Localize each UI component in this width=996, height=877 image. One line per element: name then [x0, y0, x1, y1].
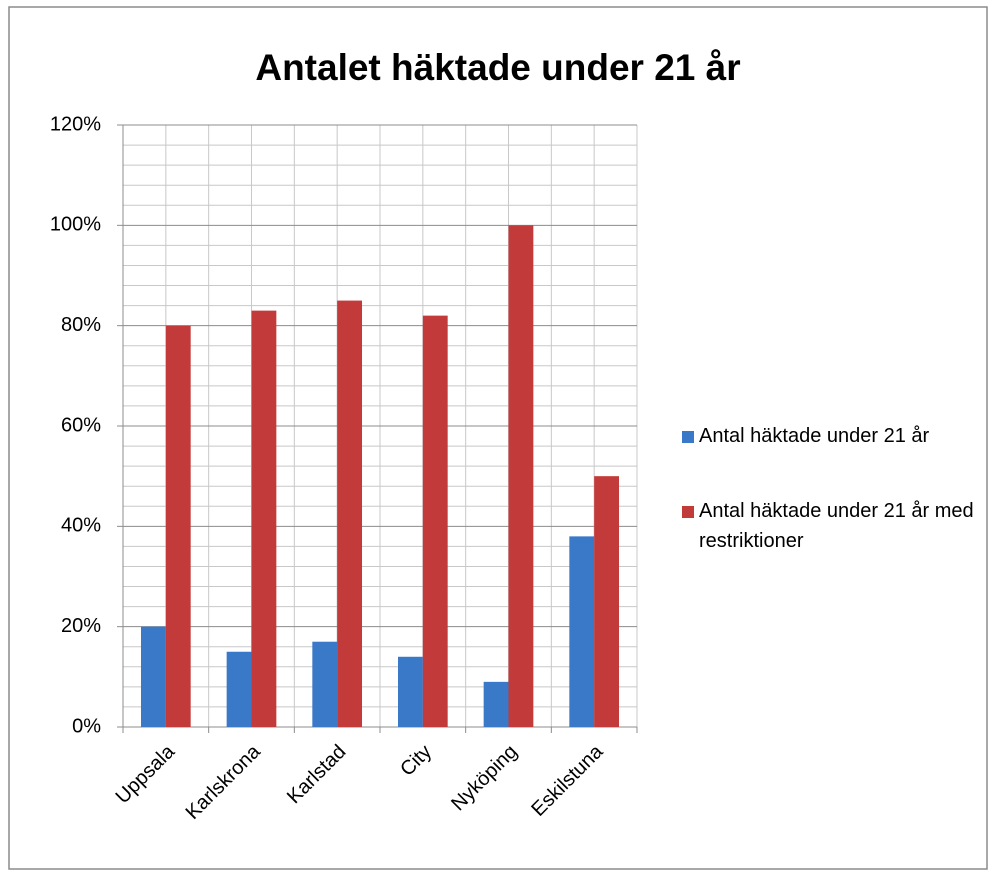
- y-tick-label: 60%: [61, 414, 101, 436]
- bar: [569, 536, 595, 727]
- legend-swatch: [682, 431, 694, 443]
- bar: [251, 310, 277, 727]
- y-tick-label: 20%: [61, 615, 101, 637]
- bar: [594, 476, 620, 727]
- y-tick-label: 100%: [50, 214, 101, 236]
- y-tick-label: 80%: [61, 314, 101, 336]
- legend-entry: Antal häktade under 21 år: [699, 425, 930, 447]
- bar: [422, 315, 448, 727]
- bar: [508, 225, 534, 728]
- bar: [165, 325, 191, 727]
- y-tick-label: 40%: [61, 515, 101, 537]
- bar: [337, 300, 363, 727]
- bar: [397, 656, 423, 727]
- y-tick-label: 120%: [50, 113, 101, 135]
- legend-swatch: [682, 506, 694, 518]
- bar: [483, 681, 509, 727]
- legend-entry: Antal häktade under 21 år med restriktio…: [699, 500, 974, 552]
- y-tick-label: 0%: [72, 715, 101, 737]
- bar: [226, 651, 252, 727]
- bar: [140, 626, 166, 727]
- chart-title: Antalet häktade under 21 år: [255, 47, 740, 88]
- bar: [312, 641, 338, 727]
- legend-label: Antal häktade under 21 år: [699, 425, 930, 447]
- legend-label: Antal häktade under 21 år med restriktio…: [699, 500, 974, 552]
